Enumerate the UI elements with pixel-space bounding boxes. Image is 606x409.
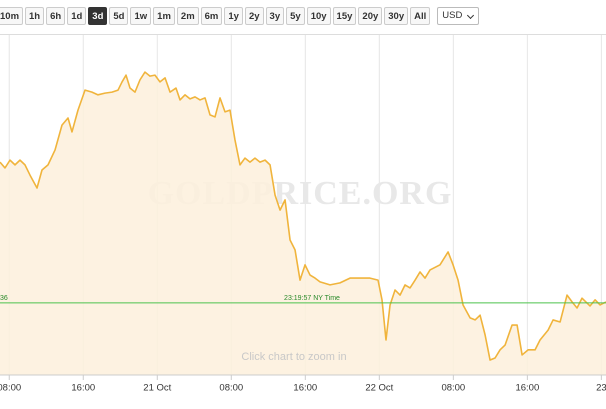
range-button[interactable]: 2m [176,7,199,25]
range-button[interactable]: 10y [306,7,331,25]
range-button[interactable]: 5y [286,7,305,25]
range-button[interactable]: 3y [265,7,285,25]
reference-label: 36 [0,295,8,302]
x-tick-label: 16:00 [515,383,539,394]
range-button[interactable]: 10m [0,7,24,25]
range-button[interactable]: All [410,7,431,25]
area [0,72,606,375]
range-button[interactable]: 5d [109,7,129,25]
x-tick-label: 16:00 [293,383,317,394]
reference-time: 23:19:57 NY Time [284,295,340,302]
range-button[interactable]: 3d [88,7,108,25]
x-tick-label: 16:00 [71,383,95,394]
range-button[interactable]: 20y [358,7,383,25]
range-button[interactable]: 1w [130,7,152,25]
x-tick-label: 23 [596,383,606,394]
range-button[interactable]: 1m [153,7,175,25]
range-button[interactable]: 2y [244,7,264,25]
range-button[interactable]: 15y [332,7,357,25]
range-button[interactable]: 6m [200,7,223,25]
range-buttons: 10m 1h 6h 1d 3d 5d 1w 1m 2m 6m 1y 2y 3y 5y 10y 15y 20y 30… [0,7,480,25]
range-button[interactable]: 30y [384,7,409,25]
x-tick-label: 21 Oct [143,383,171,394]
currency-select[interactable]: USD [437,7,480,25]
x-tick-label: 08:00 [0,383,21,394]
range-button[interactable]: 1h [25,7,45,25]
range-button[interactable]: 1y [224,7,243,25]
range-button[interactable]: 6h [46,7,66,25]
x-tick-label: 08:00 [219,383,243,394]
x-tick-label: 22 Oct [365,383,393,394]
price-line [0,71,606,361]
toolbar: 10m 1h 6h 1d 3d 5d 1w 1m 2m 6m 1y 2y 3y 5y 10y 15y 20y 30… [0,0,606,35]
x-tick-label: 08:00 [441,383,465,394]
zoom-hint: Click chart to zoom in [241,351,346,363]
range-button[interactable]: 1d [67,7,87,25]
